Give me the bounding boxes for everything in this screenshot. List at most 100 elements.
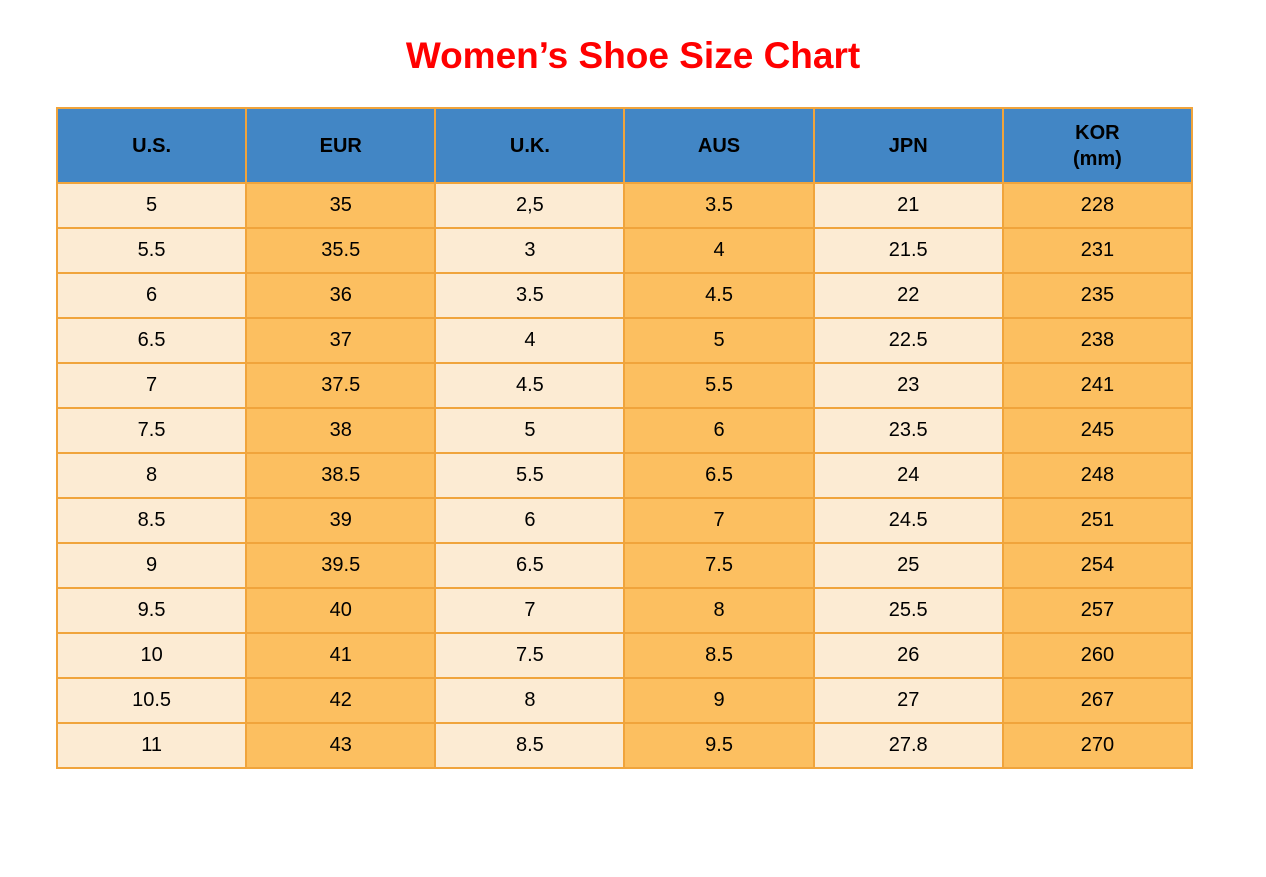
table-cell-u-k: 8.5: [434, 722, 626, 769]
column-header-u-s: U.S.: [55, 107, 248, 184]
table-cell-u-k: 2,5: [434, 182, 626, 229]
table-cell-jpn: 24: [812, 452, 1004, 499]
column-header-line: JPN: [888, 134, 928, 157]
table-cell-aus: 9: [623, 677, 815, 724]
table-cell-eur: 40: [245, 587, 437, 634]
table-cell-eur: 36: [245, 272, 437, 319]
table-cell-kor-mm: 241: [1001, 362, 1194, 409]
table-cell-u-k: 3.5: [434, 272, 626, 319]
table-cell-jpn: 27.8: [812, 722, 1004, 769]
table-row: 8 38.5 5.5 6.5 24 248: [55, 452, 1194, 499]
table-cell-jpn: 25.5: [812, 587, 1004, 634]
column-header-line: AUS: [697, 134, 741, 157]
table-cell-aus: 7: [623, 497, 815, 544]
page-title: Women’s Shoe Size Chart: [405, 35, 861, 76]
table-cell-kor-mm: 245: [1001, 407, 1194, 454]
table-row: 11 43 8.5 9.5 27.8 270: [55, 722, 1194, 769]
table-cell-eur: 37: [245, 317, 437, 364]
table-cell-eur: 38: [245, 407, 437, 454]
table-row: 9.5 40 7 8 25.5 257: [55, 587, 1194, 634]
table-cell-u-s: 7: [55, 362, 248, 409]
table-row: 5.5 35.5 3 4 21.5 231: [55, 227, 1194, 274]
table-cell-u-s: 10: [55, 632, 248, 679]
table-row: 9 39.5 6.5 7.5 25 254: [55, 542, 1194, 589]
table-cell-kor-mm: 231: [1001, 227, 1194, 274]
column-header-line: U.K.: [509, 134, 550, 157]
table-cell-kor-mm: 251: [1001, 497, 1194, 544]
table-cell-u-s: 9: [55, 542, 248, 589]
table-cell-u-k: 6.5: [434, 542, 626, 589]
table-cell-jpn: 21: [812, 182, 1004, 229]
column-header-line: (mm): [1072, 147, 1122, 170]
table-cell-kor-mm: 260: [1001, 632, 1194, 679]
table-cell-u-s: 5: [55, 182, 248, 229]
table-cell-jpn: 22: [812, 272, 1004, 319]
table-cell-aus: 4: [623, 227, 815, 274]
table-cell-jpn: 22.5: [812, 317, 1004, 364]
table-cell-aus: 4.5: [623, 272, 815, 319]
table-cell-jpn: 25: [812, 542, 1004, 589]
column-header-jpn: JPN: [812, 107, 1004, 184]
table-row: 5 35 2,5 3.5 21 228: [55, 182, 1194, 229]
table-cell-eur: 37.5: [245, 362, 437, 409]
table-cell-eur: 42: [245, 677, 437, 724]
table-cell-aus: 5.5: [623, 362, 815, 409]
table-row: 6 36 3.5 4.5 22 235: [55, 272, 1194, 319]
table-cell-aus: 5: [623, 317, 815, 364]
table-cell-jpn: 21.5: [812, 227, 1004, 274]
shoe-size-table: U.S. EUR U.K. AUS JPN KOR (mm) 5 35 2,5 3.5 21 228 5…: [55, 107, 1194, 769]
table-cell-u-k: 3: [434, 227, 626, 274]
table-cell-aus: 8.5: [623, 632, 815, 679]
table-cell-u-k: 8: [434, 677, 626, 724]
table-cell-u-s: 6.5: [55, 317, 248, 364]
table-cell-u-k: 5: [434, 407, 626, 454]
table-cell-jpn: 23: [812, 362, 1004, 409]
table-cell-u-k: 7.5: [434, 632, 626, 679]
table-cell-kor-mm: 257: [1001, 587, 1194, 634]
table-cell-u-k: 6: [434, 497, 626, 544]
table-cell-u-s: 9.5: [55, 587, 248, 634]
table-row: 10 41 7.5 8.5 26 260: [55, 632, 1194, 679]
column-header-line: EUR: [319, 134, 362, 157]
table-row: 7 37.5 4.5 5.5 23 241: [55, 362, 1194, 409]
table-cell-u-s: 10.5: [55, 677, 248, 724]
column-header-u-k: U.K.: [434, 107, 626, 184]
table-cell-eur: 39: [245, 497, 437, 544]
table-cell-kor-mm: 235: [1001, 272, 1194, 319]
table-cell-kor-mm: 270: [1001, 722, 1194, 769]
table-cell-u-k: 4.5: [434, 362, 626, 409]
table-body: 5 35 2,5 3.5 21 228 5.5 35.5 3 4 21.5 231 6 36 3.5 4.5 2…: [55, 182, 1194, 769]
table-cell-u-s: 6: [55, 272, 248, 319]
table-cell-aus: 8: [623, 587, 815, 634]
table-cell-jpn: 23.5: [812, 407, 1004, 454]
table-cell-jpn: 27: [812, 677, 1004, 724]
table-cell-u-s: 11: [55, 722, 248, 769]
table-cell-kor-mm: 238: [1001, 317, 1194, 364]
column-header-aus: AUS: [623, 107, 815, 184]
table-cell-u-k: 7: [434, 587, 626, 634]
table-cell-aus: 7.5: [623, 542, 815, 589]
table-row: 7.5 38 5 6 23.5 245: [55, 407, 1194, 454]
table-cell-eur: 39.5: [245, 542, 437, 589]
table-header-row: U.S. EUR U.K. AUS JPN KOR (mm): [55, 107, 1194, 184]
table-cell-jpn: 26: [812, 632, 1004, 679]
table-cell-u-k: 5.5: [434, 452, 626, 499]
column-header-kor-mm: KOR (mm): [1001, 107, 1194, 184]
table-cell-u-s: 7.5: [55, 407, 248, 454]
column-header-eur: EUR: [245, 107, 437, 184]
table-row: 6.5 37 4 5 22.5 238: [55, 317, 1194, 364]
table-cell-eur: 35: [245, 182, 437, 229]
table-cell-kor-mm: 248: [1001, 452, 1194, 499]
column-header-line: KOR: [1075, 121, 1120, 144]
column-header-line: U.S.: [132, 134, 172, 157]
table-cell-eur: 38.5: [245, 452, 437, 499]
table-cell-u-k: 4: [434, 317, 626, 364]
table-cell-kor-mm: 267: [1001, 677, 1194, 724]
table-cell-kor-mm: 254: [1001, 542, 1194, 589]
table-cell-u-s: 8: [55, 452, 248, 499]
table-cell-aus: 6.5: [623, 452, 815, 499]
table-cell-u-s: 5.5: [55, 227, 248, 274]
table-cell-aus: 6: [623, 407, 815, 454]
table-cell-aus: 3.5: [623, 182, 815, 229]
table-header: U.S. EUR U.K. AUS JPN KOR (mm): [55, 107, 1194, 184]
